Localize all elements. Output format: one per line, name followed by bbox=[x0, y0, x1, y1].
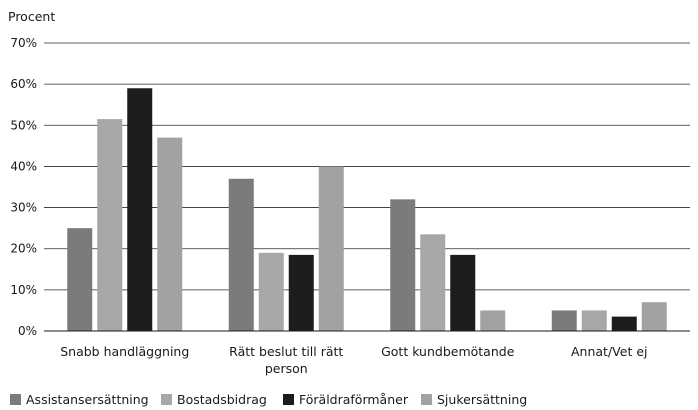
y-tick-label: 50% bbox=[10, 118, 37, 132]
bar-sjukers-ttning-3 bbox=[641, 302, 667, 331]
bar-bostadsbidrag-1 bbox=[258, 252, 284, 331]
bar-bostadsbidrag-0 bbox=[97, 119, 123, 331]
legend-swatch bbox=[283, 394, 294, 405]
x-category-label: Rätt beslut till rätt bbox=[229, 344, 343, 359]
bar-f-r-ldraf-rm-ner-1 bbox=[288, 254, 314, 331]
legend: Assistansersättning Bostadsbidrag Föräldra… bbox=[10, 392, 527, 407]
y-axis-label: Procent bbox=[8, 9, 55, 24]
bar-sjukers-ttning-1 bbox=[318, 166, 344, 331]
legend-swatch bbox=[161, 394, 172, 405]
x-category-label: Gott kundbemötande bbox=[381, 344, 515, 359]
bar-sjukers-ttning-0 bbox=[157, 137, 183, 331]
bar-bostadsbidrag-3 bbox=[581, 310, 607, 331]
legend-label: Föräldraförmåner bbox=[299, 392, 409, 407]
x-category-label: Snabb handläggning bbox=[60, 344, 189, 359]
x-category-labels: Snabb handläggning Rätt beslut till rätt p… bbox=[60, 344, 647, 376]
legend-label: Assistansersättning bbox=[26, 392, 149, 407]
y-tick-label: 40% bbox=[10, 159, 37, 173]
bar-bostadsbidrag-2 bbox=[420, 234, 446, 331]
legend-label: Sjukersättning bbox=[437, 392, 527, 407]
x-category-label: Annat/Vet ej bbox=[571, 344, 647, 359]
y-tick-label: 60% bbox=[10, 77, 37, 91]
legend-swatch bbox=[421, 394, 432, 405]
bar-assistansers-ttning-2 bbox=[390, 199, 416, 331]
bars bbox=[67, 88, 667, 331]
y-tick-label: 70% bbox=[10, 36, 37, 50]
bar-assistansers-ttning-1 bbox=[228, 178, 254, 331]
bar-f-r-ldraf-rm-ner-3 bbox=[611, 316, 637, 331]
bar-f-r-ldraf-rm-ner-2 bbox=[450, 254, 476, 331]
y-tick-label: 0% bbox=[18, 324, 37, 338]
bar-assistansers-ttning-0 bbox=[67, 228, 93, 331]
y-tick-label: 10% bbox=[10, 283, 37, 297]
y-tick-labels: 0% 10% 20% 30% 40% 50% 60% 70% bbox=[10, 36, 37, 338]
y-tick-label: 30% bbox=[10, 201, 37, 215]
x-category-label: person bbox=[265, 361, 308, 376]
bar-sjukers-ttning-2 bbox=[480, 310, 506, 331]
y-tick-label: 20% bbox=[10, 242, 37, 256]
bar-f-r-ldraf-rm-ner-0 bbox=[127, 88, 153, 331]
legend-swatch bbox=[10, 394, 21, 405]
bar-assistansers-ttning-3 bbox=[551, 310, 577, 331]
legend-label: Bostadsbidrag bbox=[177, 392, 267, 407]
